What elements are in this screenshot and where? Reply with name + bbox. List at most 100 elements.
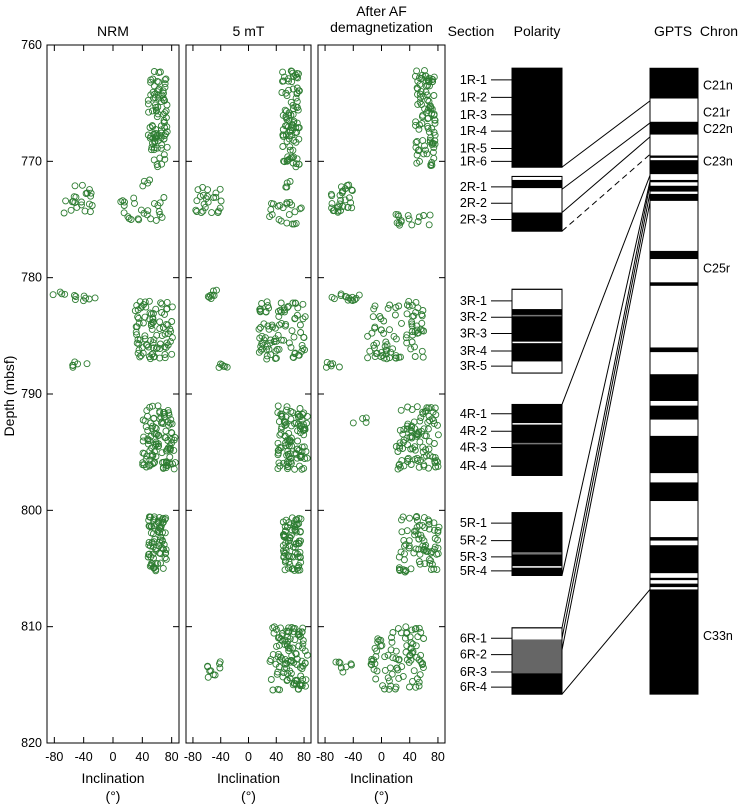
data-point	[344, 204, 352, 211]
data-point	[412, 298, 420, 306]
data-point	[395, 553, 403, 561]
data-point	[371, 323, 379, 331]
data-point	[291, 208, 299, 216]
data-point	[289, 409, 297, 417]
data-point	[279, 673, 287, 681]
data-point	[258, 340, 266, 348]
gpts-normal-chron	[650, 193, 698, 201]
data-point	[145, 522, 153, 530]
section-label: 6R-2	[460, 648, 487, 662]
data-point	[415, 463, 423, 471]
data-point	[120, 202, 128, 209]
data-point	[147, 78, 155, 86]
data-point	[144, 437, 152, 444]
data-point	[263, 352, 271, 360]
data-point	[424, 425, 432, 433]
y-tick-label: 810	[21, 620, 42, 634]
data-point	[404, 403, 412, 411]
correlation-lines	[561, 100, 651, 695]
gpts-normal-chron	[650, 577, 698, 581]
data-point	[61, 290, 69, 298]
data-point	[158, 449, 166, 457]
data-point	[291, 465, 299, 473]
data-point	[288, 526, 296, 534]
correlation-line	[561, 589, 651, 695]
data-point	[156, 549, 163, 557]
panel-1: NRM 760 770 780 790 800 810 820-80 -40 0 40 80 Incli…	[21, 23, 180, 804]
data-point	[168, 350, 176, 358]
data-point	[260, 336, 268, 344]
data-point	[299, 624, 307, 632]
data-point	[397, 406, 405, 414]
x-tick-label: -80	[45, 750, 63, 764]
panel-3: After AF demagnetization -80 -40 0 40 80 Inclin…	[316, 3, 446, 804]
data-point	[291, 314, 299, 322]
data-point	[280, 157, 288, 165]
data-point	[134, 215, 142, 223]
polarity-core	[511, 403, 563, 476]
data-point	[406, 683, 413, 691]
data-point	[285, 75, 292, 83]
data-point	[151, 424, 159, 432]
data-point	[158, 160, 166, 168]
data-point	[280, 73, 288, 81]
data-point	[288, 442, 296, 450]
data-point	[292, 528, 300, 536]
data-point	[427, 404, 435, 412]
data-point	[337, 196, 345, 204]
data-point	[137, 352, 145, 360]
data-point	[362, 414, 370, 422]
data-point	[337, 664, 345, 672]
data-point	[78, 198, 85, 206]
data-point	[287, 458, 295, 466]
data-point	[296, 205, 304, 213]
data-point	[161, 354, 169, 362]
data-point	[412, 121, 419, 129]
data-point	[336, 659, 344, 667]
gpts-normal-chron	[650, 282, 698, 286]
data-point	[281, 422, 289, 430]
data-point	[397, 548, 405, 556]
data-point	[419, 137, 427, 145]
data-point	[282, 89, 290, 97]
data-point	[410, 312, 418, 320]
data-point	[152, 345, 160, 353]
data-point	[418, 347, 426, 355]
data-point	[152, 106, 160, 114]
data-point	[291, 350, 299, 358]
data-point	[406, 514, 413, 522]
data-point	[200, 200, 208, 208]
data-point	[284, 153, 292, 161]
section-label: 5R-3	[460, 550, 487, 564]
data-point	[418, 319, 426, 327]
data-point	[282, 528, 289, 536]
data-point	[423, 452, 430, 460]
data-point	[154, 519, 162, 527]
gpts-normal-chron	[650, 583, 698, 588]
data-point	[291, 527, 299, 534]
data-point	[275, 216, 283, 224]
data-point	[139, 459, 147, 467]
data-point	[408, 427, 416, 435]
data-point	[400, 436, 408, 444]
data-point	[362, 418, 370, 426]
data-point	[283, 406, 290, 414]
data-point	[386, 326, 393, 334]
data-point	[274, 402, 282, 410]
data-point	[280, 336, 288, 344]
section-label: 3R-3	[460, 327, 487, 341]
section-header: Section	[448, 23, 495, 39]
data-point	[216, 658, 224, 666]
data-point	[85, 200, 93, 208]
x-tick-label: 40	[269, 750, 283, 764]
data-point	[424, 106, 432, 114]
data-point	[264, 322, 272, 330]
data-point	[134, 306, 142, 314]
data-point	[287, 669, 295, 677]
data-point	[391, 311, 399, 319]
data-point	[257, 346, 265, 354]
data-point	[139, 416, 147, 424]
data-point	[272, 337, 280, 345]
data-point	[374, 638, 382, 646]
data-point	[414, 90, 421, 98]
